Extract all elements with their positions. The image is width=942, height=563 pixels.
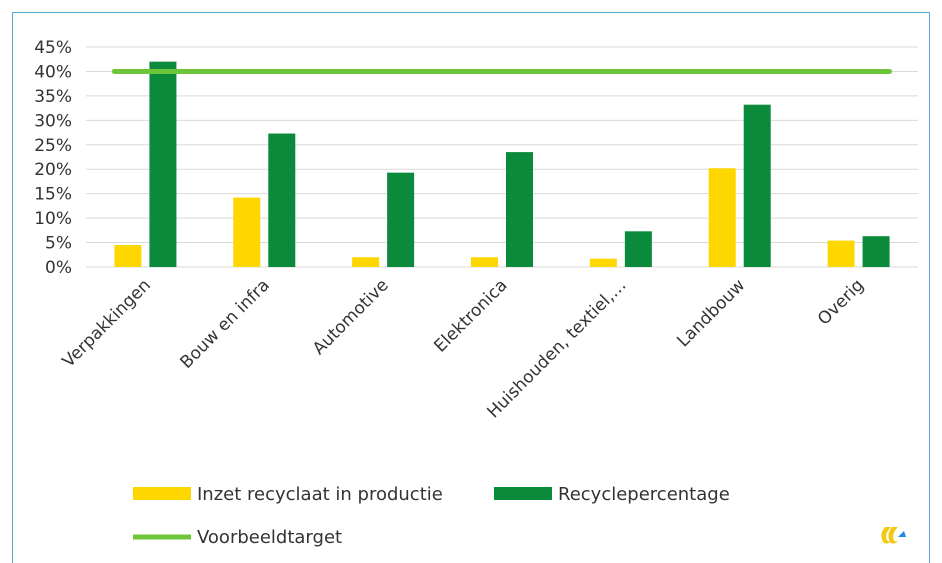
bar-recyclaat bbox=[352, 257, 380, 267]
y-tick-label: 15% bbox=[34, 185, 72, 205]
x-tick-label: Verpakkingen bbox=[59, 275, 155, 371]
y-tick-label: 45% bbox=[34, 38, 72, 58]
bar-recyclaat bbox=[233, 197, 261, 267]
x-axis: Verpakkingen Bouw en infra Automotive Elekt… bbox=[59, 275, 868, 422]
logo-blue-triangle bbox=[898, 531, 906, 537]
y-tick-label: 10% bbox=[34, 209, 72, 229]
x-tick-label: Elektronica bbox=[430, 275, 511, 356]
y-tick-label: 40% bbox=[34, 62, 72, 82]
x-tick-label: Overig bbox=[814, 275, 868, 329]
bar-recyclaat bbox=[589, 258, 617, 267]
logo-yellow-stroke-1 bbox=[881, 527, 892, 544]
x-tick-label: Bouw en infra bbox=[176, 275, 273, 372]
bar-recyclaat bbox=[708, 168, 736, 267]
bar-recyclaat bbox=[114, 245, 142, 267]
x-tick-label: Huishouden, textiel,… bbox=[483, 275, 630, 422]
bar-recyclepercentage bbox=[268, 133, 296, 267]
logo-yellow-stroke-2 bbox=[888, 527, 899, 544]
bar-recyclaat bbox=[827, 240, 855, 267]
bar-recyclepercentage bbox=[149, 61, 177, 267]
bar-recyclepercentage bbox=[387, 172, 415, 267]
legend-swatch-recyclepercentage bbox=[494, 487, 552, 500]
x-tick-label: Landbouw bbox=[673, 275, 749, 351]
y-tick-label: 0% bbox=[45, 258, 72, 278]
y-tick-label: 30% bbox=[34, 111, 72, 131]
legend-label-recyclaat: Inzet recyclaat in productie bbox=[197, 484, 443, 505]
y-tick-label: 35% bbox=[34, 87, 72, 107]
bar-recyclepercentage bbox=[862, 236, 890, 267]
bars bbox=[114, 61, 890, 267]
y-tick-label: 25% bbox=[34, 136, 72, 156]
gridlines bbox=[86, 46, 918, 268]
y-tick-label: 5% bbox=[45, 234, 72, 254]
legend: Inzet recyclaat in productie Recycleperc… bbox=[133, 484, 730, 548]
legend-label-voorbeeldtarget: Voorbeeldtarget bbox=[197, 527, 342, 548]
brand-logo-icon bbox=[881, 527, 906, 544]
y-tick-label: 20% bbox=[34, 160, 72, 180]
bar-recyclepercentage bbox=[743, 104, 771, 267]
x-tick-label: Automotive bbox=[309, 275, 393, 359]
legend-label-recyclepercentage: Recyclepercentage bbox=[558, 484, 730, 505]
y-axis: 0% 5% 10% 15% 20% 25% 30% 35% 40% 45% bbox=[34, 38, 72, 278]
legend-swatch-recyclaat bbox=[133, 487, 191, 500]
bar-recyclepercentage bbox=[506, 152, 533, 267]
bar-recyclepercentage bbox=[624, 231, 652, 267]
bar-recyclaat bbox=[471, 257, 498, 267]
